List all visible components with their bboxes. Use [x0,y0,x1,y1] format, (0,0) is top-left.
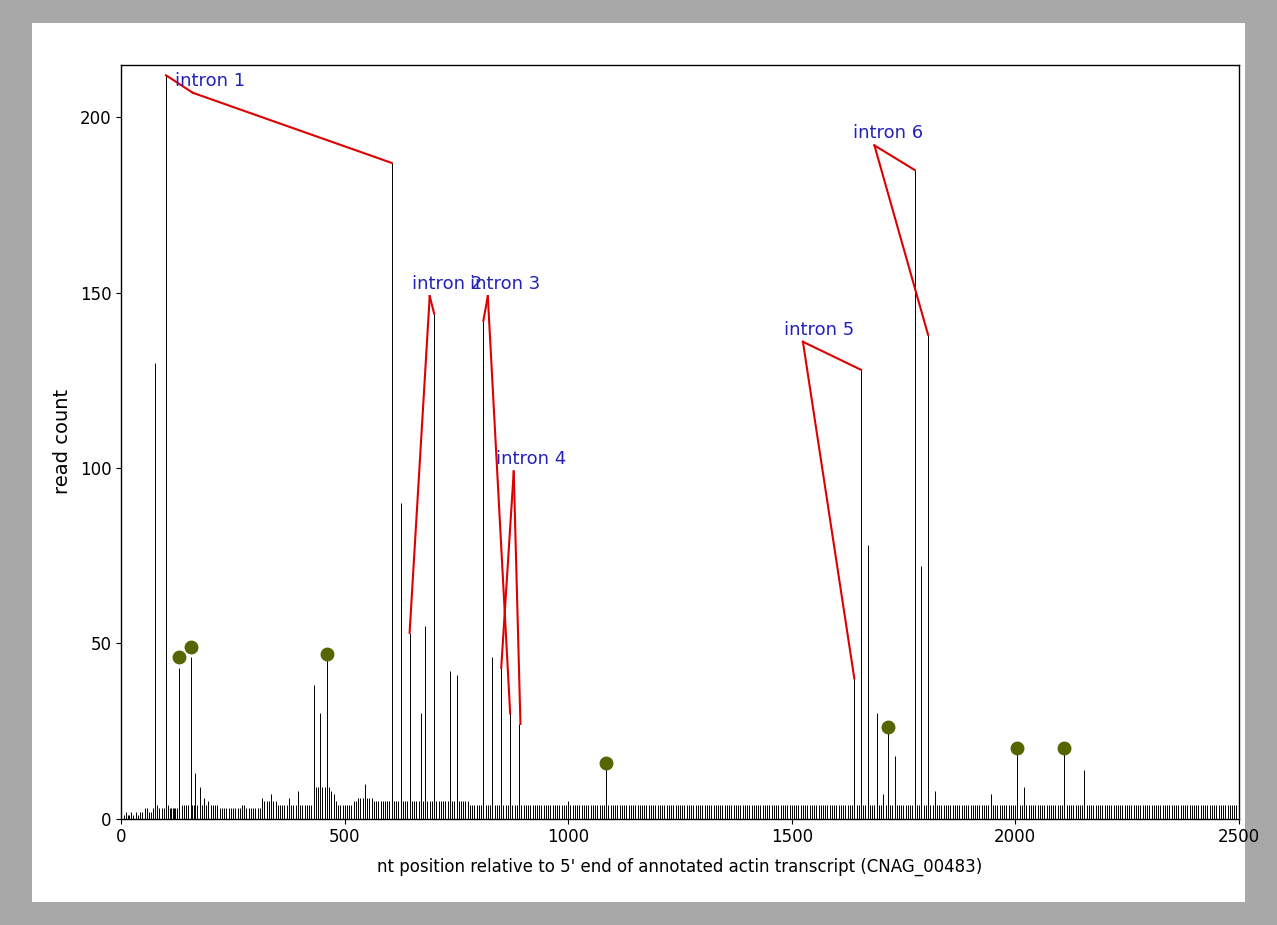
Text: intron 6: intron 6 [853,124,923,142]
Y-axis label: read count: read count [52,389,72,494]
Text: intron 5: intron 5 [784,321,854,339]
Text: intron 2: intron 2 [411,275,483,293]
X-axis label: nt position relative to 5' end of annotated actin transcript (CNAG_00483): nt position relative to 5' end of annota… [378,857,982,876]
Text: intron 3: intron 3 [470,275,540,293]
Text: intron 4: intron 4 [495,450,566,468]
Text: intron 1: intron 1 [175,72,245,90]
